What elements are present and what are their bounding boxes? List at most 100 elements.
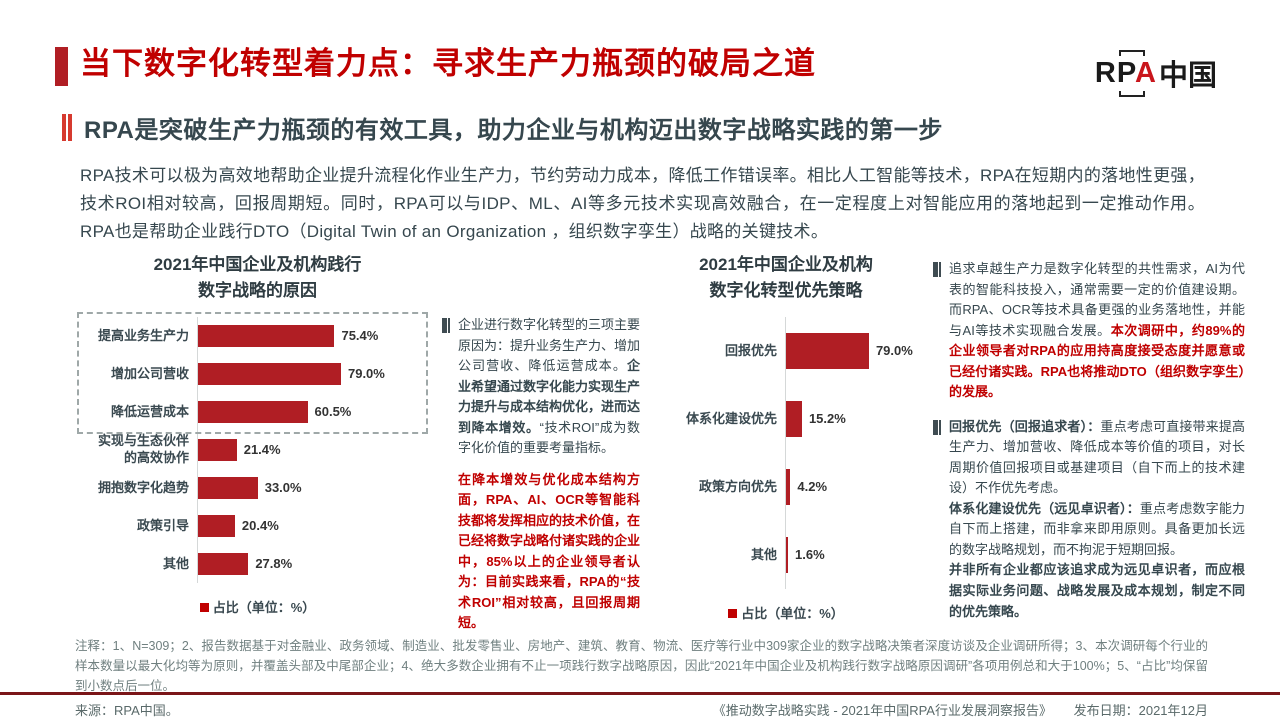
annotation-strategy-definitions-text: 回报优先（回报追求者）：重点考虑可直接带来提高生产力、增加营收、降低成本等价值的… [933, 417, 1245, 622]
note-paragraph: 在降本增效与优化成本结构方面，RPA、AI、OCR等智能科技都将发挥相应的技术价… [458, 471, 641, 631]
note-paragraph: 并非所有企业都应该追求成为远见卓识者，而应根据实际业务问题、战略发展及成本规划，… [949, 562, 1245, 619]
footer-divider [0, 692, 1280, 695]
bar-row: 政策引导 20.4% [85, 506, 430, 545]
header: 当下数字化转型着力点：寻求生产力瓶颈的破局之道 RPA 中国 [55, 44, 1225, 97]
bar-value-label: 33.0% [264, 480, 302, 496]
bar-row: 体系化建设优先 15.2% [655, 384, 917, 453]
bar [198, 400, 308, 423]
logo-bracket-bottom-icon [1118, 90, 1145, 97]
bar-track: 60.5% [197, 392, 430, 431]
bar-value-label: 79.0% [347, 366, 385, 382]
annotation-productivity-text: 追求卓越生产力是数字化转型的共性需求，AI为代表的智能科技投入，通常需要一定的价… [933, 259, 1245, 403]
bar-category-label: 实现与生态伙伴 的高效协作 [97, 433, 189, 465]
rpa-china-logo: RPA 中国 [1093, 49, 1217, 97]
bar-category-label: 增加公司营收 [110, 365, 189, 381]
report-title: 《推动数字战略实践 - 2021年中国RPA行业发展洞察报告》 [712, 703, 1052, 718]
bar [198, 438, 237, 461]
footnote: 注释：1、N=309；2、报告数据基于对金融业、政务领域、制造业、批发零售业、房… [75, 639, 1208, 693]
title-accent-bar [55, 47, 68, 86]
subtitle: RPA是突破生产力瓶颈的有效工具，助力企业与机构迈出数字战略实践的第一步 [84, 117, 943, 144]
bar-row: 提高业务生产力 75.4% [85, 316, 430, 355]
publish-date: 发布日期：2021年12月 [1073, 703, 1208, 718]
bar-category-label: 提高业务生产力 [97, 327, 189, 343]
logo-china: 中国 [1158, 60, 1217, 92]
logo-a: A [1135, 56, 1157, 89]
note-marker-icon [442, 318, 450, 333]
bar-row: 实现与生态伙伴 的高效协作 21.4% [85, 430, 430, 469]
bar-category-label: 政策方向优先 [698, 478, 777, 494]
bar-track: 79.0% [197, 354, 430, 393]
bar-category-label: 政策引导 [136, 517, 189, 533]
bar-track: 15.2% [785, 384, 917, 453]
bar-category-label: 其他 [750, 546, 777, 562]
legend-square-icon [728, 608, 738, 618]
bar-track: 1.6% [785, 520, 917, 589]
annotation-strategy-definitions: 回报优先（回报追求者）：重点考虑可直接带来提高生产力、增加营收、降低成本等价值的… [933, 417, 1245, 622]
bar [198, 476, 258, 499]
bar [786, 468, 791, 505]
chart-priority-strategy: 2021年中国企业及机构 数字化转型优先策略 回报优先 79.0% 体系化建设优先 1… [655, 252, 917, 634]
bar-track: 79.0% [785, 316, 917, 385]
logo-rp: RP [1094, 56, 1136, 89]
bar-value-label: 27.8% [255, 556, 293, 572]
bar-track: 4.2% [785, 452, 917, 521]
annotation-productivity: 追求卓越生产力是数字化转型的共性需求，AI为代表的智能科技投入，通常需要一定的价… [933, 259, 1245, 403]
bar-row: 降低运营成本 60.5% [85, 392, 430, 431]
right-annotations: 追求卓越生产力是数字化转型的共性需求，AI为代表的智能科技投入，通常需要一定的价… [933, 252, 1245, 634]
logo-bracket-top-icon [1118, 49, 1145, 56]
bar-category-label: 体系化建设优先 [685, 410, 777, 426]
annotation-reasons-text: 企业进行数字化转型的三项主要原因为：提升业务生产力、增加公司营收、降低运营成本。… [442, 315, 640, 634]
bar-track: 27.8% [197, 544, 430, 583]
intro-paragraph: RPA技术可以极为高效地帮助企业提升流程化作业生产力，节约劳动力成本，降低工作错… [80, 166, 1205, 241]
legend-square-icon [199, 602, 209, 612]
bar-value-label: 4.2% [797, 479, 828, 495]
right-chart-body: 回报优先 79.0% 体系化建设优先 15.2% 政策方向优先 4.2% 其他 1.6% [655, 316, 917, 589]
left-chart-body: 提高业务生产力 75.4% 增加公司营收 79.0% 降低运营成本 60.5% 实现与生态伙… [77, 311, 430, 583]
chart-digital-strategy-reasons: 2021年中国企业及机构践行 数字战略的原因 提高业务生产力 75.4% 增加公司营… [77, 252, 430, 634]
subtitle-row: RPA是突破生产力瓶颈的有效工具，助力企业与机构迈出数字战略实践的第一步 [62, 110, 1225, 145]
bar-value-label: 75.4% [341, 328, 379, 344]
note-paragraph: 企业进行数字化转型的三项主要原因为：提升业务生产力、增加公司营收、降低运营成本。… [458, 317, 641, 456]
bar-row: 拥抱数字化趋势 33.0% [85, 468, 430, 507]
note-paragraph: 追求卓越生产力是数字化转型的共性需求，AI为代表的智能科技投入，通常需要一定的价… [949, 261, 1245, 400]
subtitle-accent-bars [62, 114, 72, 141]
bar-value-label: 20.4% [241, 518, 279, 534]
footer: 来源：RPA中国。 《推动数字战略实践 - 2021年中国RPA行业发展洞察报告… [75, 700, 1208, 719]
bar-value-label: 60.5% [314, 404, 352, 420]
bar-category-label: 回报优先 [724, 342, 777, 358]
bar-value-label: 79.0% [875, 343, 913, 359]
bar [198, 362, 341, 385]
logo-rpa-text: RPA [1093, 49, 1159, 97]
note-marker-icon [933, 419, 941, 435]
bar-value-label: 21.4% [243, 442, 281, 458]
bar-row: 增加公司营收 79.0% [85, 354, 430, 393]
bar [198, 514, 235, 537]
bar-track: 75.4% [197, 316, 430, 355]
bar-track: 33.0% [197, 468, 430, 507]
legend-label: 占比（单位：%） [741, 605, 844, 621]
left-chart-legend: 占比（单位：%） [85, 597, 430, 616]
bar [786, 536, 788, 573]
page-title: 当下数字化转型着力点：寻求生产力瓶颈的破局之道 [80, 46, 816, 81]
bar-track: 20.4% [197, 506, 430, 545]
note-paragraph: 体系化建设优先（远见卓识者）：重点考虑数字能力自下而上搭建，而非拿来即用原则。具… [949, 500, 1245, 557]
bar-category-label: 拥抱数字化趋势 [97, 479, 189, 495]
note-paragraph: 回报优先（回报追求者）：重点考虑可直接带来提高生产力、增加营收、降低成本等价值的… [949, 418, 1245, 496]
left-chart-title: 2021年中国企业及机构践行 数字战略的原因 [153, 255, 362, 301]
legend-label: 占比（单位：%） [212, 599, 316, 615]
source-text: 来源：RPA中国。 [75, 703, 179, 718]
bar [786, 332, 869, 369]
main-content: 2021年中国企业及机构践行 数字战略的原因 提高业务生产力 75.4% 增加公司营… [77, 252, 1245, 634]
annotation-reasons: 企业进行数字化转型的三项主要原因为：提升业务生产力、增加公司营收、降低运营成本。… [442, 315, 640, 634]
bar-track: 21.4% [197, 430, 430, 469]
bar-row: 其他 1.6% [655, 520, 917, 589]
bar-value-label: 15.2% [808, 411, 846, 427]
note-marker-icon [933, 262, 941, 277]
bar-category-label: 其他 [162, 555, 189, 571]
report-info: 《推动数字战略实践 - 2021年中国RPA行业发展洞察报告》 发布日期：202… [713, 700, 1208, 719]
bar-row: 回报优先 79.0% [655, 316, 917, 385]
bar [198, 324, 335, 347]
right-chart-title: 2021年中国企业及机构 数字化转型优先策略 [699, 255, 873, 301]
bar [786, 400, 802, 437]
